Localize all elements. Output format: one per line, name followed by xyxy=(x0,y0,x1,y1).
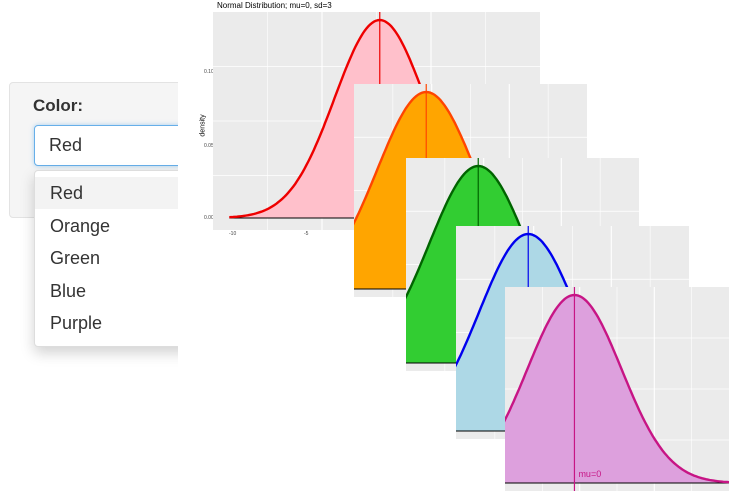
x-tick-label: -5 xyxy=(304,231,309,237)
option-purple[interactable]: Purple xyxy=(50,313,103,333)
y-tick-label: 0.10 xyxy=(204,69,214,75)
y-tick-label: 0.05 xyxy=(204,143,214,149)
plot-title: Normal Distribution; mu=0, sd=3 xyxy=(217,1,332,10)
option-blue[interactable]: Blue xyxy=(50,281,87,301)
color-select-value: Red xyxy=(49,135,83,155)
plot-purple: mu=0 xyxy=(505,287,729,491)
density-area xyxy=(505,295,729,483)
color-select[interactable]: Red xyxy=(34,125,206,166)
y-axis-label: density xyxy=(199,114,207,137)
density-plot-purple: mu=0 xyxy=(505,287,729,491)
x-tick-label: -10 xyxy=(229,231,237,237)
option-green[interactable]: Green xyxy=(50,248,101,268)
y-tick-label: 0.00 xyxy=(204,215,214,221)
color-label: Color: xyxy=(33,96,84,115)
option-red[interactable]: Red xyxy=(35,177,205,209)
option-orange[interactable]: Orange xyxy=(50,216,111,236)
mean-annotation: mu=0 xyxy=(578,469,601,479)
